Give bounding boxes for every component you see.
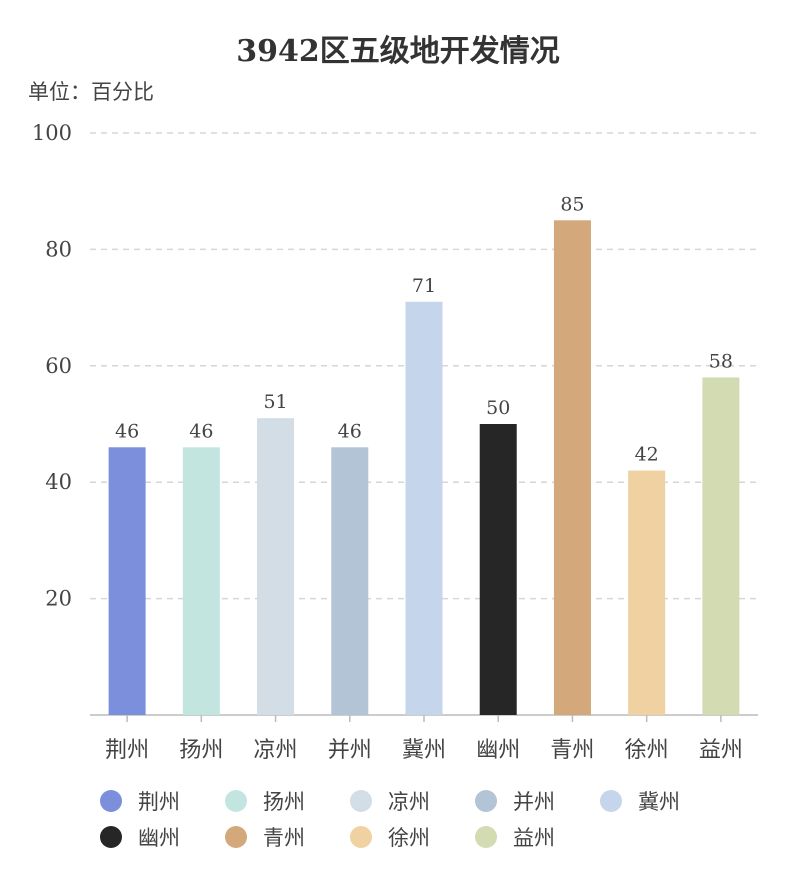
legend-swatch — [100, 790, 122, 812]
bar-chart: 20 40 60 80 100 46 荆州 46 扬州 51 凉州 46 并州 71 冀州 50 幽州 85 青州 4… — [32, 121, 758, 763]
x-tick-label: 益州 — [699, 738, 743, 763]
legend-label: 荆州 — [138, 790, 180, 814]
x-tick-label: 青州 — [550, 738, 594, 763]
x-tick-label: 幽州 — [476, 738, 520, 763]
data-label: 58 — [709, 350, 733, 372]
legend-label: 幽州 — [138, 826, 180, 850]
bar[interactable] — [479, 424, 517, 715]
data-label: 46 — [338, 420, 362, 442]
data-label: 46 — [189, 420, 213, 442]
data-label: 42 — [635, 444, 659, 466]
x-tick-label: 徐州 — [625, 738, 669, 763]
bar[interactable] — [553, 220, 591, 716]
legend-item[interactable]: 幽州 — [100, 822, 180, 852]
bar[interactable] — [331, 447, 369, 715]
legend-item[interactable]: 凉州 — [350, 786, 430, 816]
data-label: 46 — [115, 420, 139, 442]
y-tick-label: 40 — [45, 470, 72, 494]
legend-label: 并州 — [513, 790, 555, 814]
data-label: 50 — [486, 397, 510, 419]
x-tick-label: 荆州 — [105, 738, 149, 763]
y-tick-label: 80 — [45, 237, 72, 261]
legend-item[interactable]: 徐州 — [350, 822, 430, 852]
legend-swatch — [600, 790, 622, 812]
unit-label: 单位：百分比 — [28, 80, 154, 104]
legend-item[interactable]: 益州 — [475, 822, 555, 852]
legend-item[interactable]: 青州 — [225, 822, 305, 852]
legend-label: 凉州 — [388, 790, 430, 814]
y-tick-label: 20 — [45, 587, 72, 611]
legend-label: 青州 — [263, 826, 305, 850]
legend-label: 徐州 — [388, 826, 430, 850]
x-tick-label: 凉州 — [254, 738, 298, 763]
legend-swatch — [350, 790, 372, 812]
legend-label: 扬州 — [263, 790, 305, 814]
bar[interactable] — [405, 301, 443, 715]
data-label: 85 — [560, 193, 584, 215]
legend-swatch — [225, 826, 247, 848]
legend-swatch — [475, 826, 497, 848]
x-tick-label: 扬州 — [179, 738, 223, 763]
x-tick-label: 冀州 — [402, 738, 446, 763]
bar[interactable] — [702, 377, 740, 715]
data-label: 71 — [412, 275, 436, 297]
y-tick-label: 60 — [45, 354, 72, 378]
chart-title: 3942区五级地开发情况 — [236, 34, 560, 69]
bar[interactable] — [108, 447, 146, 715]
data-label: 51 — [263, 391, 287, 413]
legend-item[interactable]: 冀州 — [600, 786, 680, 816]
bar[interactable] — [257, 418, 295, 715]
legend-item[interactable]: 荆州 — [100, 786, 180, 816]
legend-swatch — [475, 790, 497, 812]
legend-label: 冀州 — [638, 790, 680, 814]
bar[interactable] — [628, 470, 666, 715]
legend-item[interactable]: 并州 — [475, 786, 555, 816]
legend-swatch — [350, 826, 372, 848]
legend-label: 益州 — [513, 826, 555, 850]
y-tick-label: 100 — [32, 121, 72, 145]
legend-item[interactable]: 扬州 — [225, 786, 305, 816]
x-tick-label: 并州 — [328, 738, 372, 763]
legend-swatch — [225, 790, 247, 812]
bar[interactable] — [182, 447, 220, 715]
legend-swatch — [100, 826, 122, 848]
